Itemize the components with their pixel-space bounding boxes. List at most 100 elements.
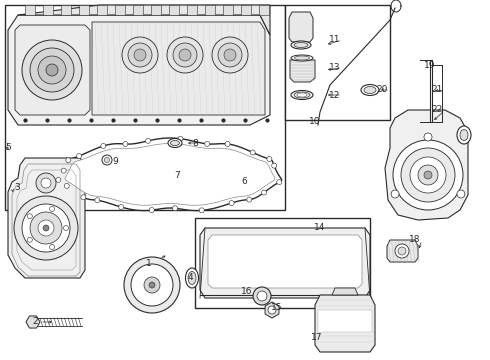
Text: 19: 19 [423,60,435,69]
Polygon shape [58,138,282,211]
Circle shape [178,136,183,141]
Circle shape [250,150,255,155]
Circle shape [218,43,242,67]
Ellipse shape [297,93,307,97]
Bar [25,5,35,15]
Ellipse shape [168,139,182,148]
Circle shape [30,48,74,92]
Circle shape [179,49,191,61]
Circle shape [64,183,69,188]
Circle shape [46,64,58,76]
Polygon shape [26,316,40,328]
Bar [285,5,390,120]
Circle shape [123,141,128,147]
Polygon shape [332,288,358,295]
Text: 20: 20 [377,85,388,94]
Circle shape [27,237,32,242]
Circle shape [401,148,455,202]
Circle shape [212,37,248,73]
Circle shape [38,220,54,236]
Text: 12: 12 [329,90,340,99]
Circle shape [76,154,82,158]
Circle shape [224,49,236,61]
Circle shape [229,201,234,206]
Ellipse shape [294,42,308,48]
Circle shape [27,214,32,219]
Text: 17: 17 [311,333,322,342]
Circle shape [262,190,267,195]
Circle shape [418,165,438,185]
Circle shape [41,178,51,188]
Circle shape [22,204,70,252]
Polygon shape [289,12,313,42]
Bar [187,5,197,15]
Text: 11: 11 [328,36,340,45]
Text: 1: 1 [146,258,152,267]
Circle shape [247,197,252,202]
Ellipse shape [364,86,376,94]
Text: 15: 15 [270,303,282,312]
Circle shape [64,225,69,230]
Text: 6: 6 [241,177,247,186]
Polygon shape [65,144,275,205]
Circle shape [134,49,146,61]
Text: 18: 18 [409,235,420,244]
Circle shape [271,163,277,168]
Bar [5,5,285,210]
Polygon shape [315,295,375,352]
Ellipse shape [171,140,179,145]
Circle shape [225,141,230,147]
Circle shape [101,144,106,148]
Text: 7: 7 [174,171,180,180]
Circle shape [30,212,62,244]
Bar [79,5,89,15]
Circle shape [36,173,56,193]
Circle shape [199,208,204,213]
Bar [61,5,71,15]
Circle shape [43,225,49,231]
Circle shape [81,195,86,200]
Ellipse shape [188,271,196,284]
Ellipse shape [291,41,311,49]
Circle shape [22,40,82,100]
Circle shape [14,196,78,260]
Text: 4: 4 [187,274,193,283]
Circle shape [398,247,406,255]
Polygon shape [208,235,362,288]
Text: 13: 13 [328,63,340,72]
Polygon shape [18,5,270,35]
Circle shape [257,291,267,301]
Text: 21: 21 [432,85,443,94]
Bar [318,310,372,332]
Polygon shape [290,60,315,82]
Circle shape [61,168,66,173]
Circle shape [119,204,124,210]
Text: 10: 10 [309,117,321,126]
Circle shape [205,141,210,147]
Circle shape [95,198,100,203]
Bar [169,5,179,15]
Circle shape [131,264,173,306]
Circle shape [457,190,465,198]
Bar [195,218,370,308]
Bar [97,5,107,15]
Polygon shape [8,158,85,278]
Circle shape [395,244,409,258]
Circle shape [66,158,71,163]
Circle shape [391,190,399,198]
Bar [115,5,125,15]
Text: 14: 14 [314,224,325,233]
Circle shape [49,244,55,249]
Polygon shape [385,110,468,220]
Bar [241,5,251,15]
Circle shape [49,207,55,211]
Circle shape [253,287,271,305]
Circle shape [167,37,203,73]
Circle shape [424,133,432,141]
Polygon shape [15,25,90,115]
Circle shape [410,157,446,193]
Ellipse shape [361,85,379,95]
Bar [43,5,53,15]
Ellipse shape [291,55,313,61]
Text: 3: 3 [14,184,20,193]
